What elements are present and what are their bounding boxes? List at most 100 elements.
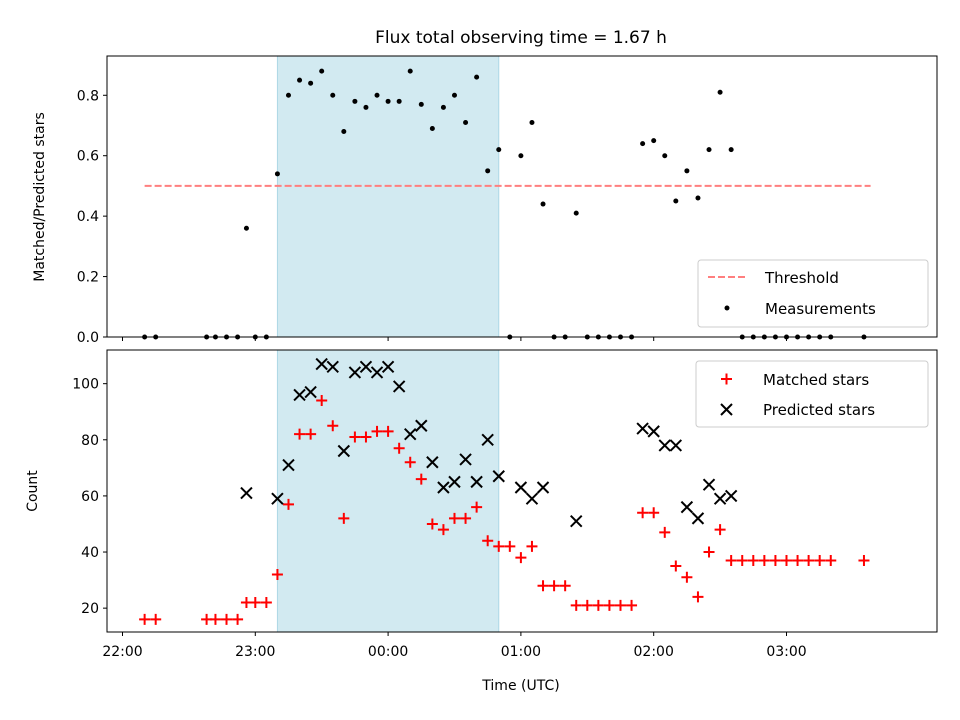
measurement-point xyxy=(429,126,435,132)
matched-star-point xyxy=(803,554,815,566)
matched-star-point xyxy=(626,599,638,611)
matched-star-point xyxy=(670,560,682,572)
matched-star-point xyxy=(349,431,361,443)
measurement-point xyxy=(385,98,391,104)
matched-star-point xyxy=(792,554,804,566)
matched-star-point xyxy=(249,597,261,609)
matched-star-point xyxy=(714,524,726,536)
measurement-point xyxy=(297,77,303,83)
measurement-point xyxy=(274,171,280,177)
measurement-point xyxy=(573,210,579,216)
measurement-point xyxy=(374,92,380,98)
predicted-star-point xyxy=(536,481,550,494)
bottom-panel: 20 40 60 80 100 22:00 23:00 00:00 01:00 02:00 03:… xyxy=(25,349,938,694)
predicted-star-point xyxy=(282,458,295,472)
bottom-legend: Matched stars Predicted stars xyxy=(695,360,929,428)
matched-star-point xyxy=(570,599,582,611)
predicted-star-point xyxy=(359,360,373,374)
top-axes-frame xyxy=(106,55,938,338)
predicted-star-point xyxy=(415,419,428,432)
matched-star-point xyxy=(209,613,221,625)
legend-predicted-label: Predicted stars xyxy=(763,401,875,419)
top-shaded-span xyxy=(276,55,500,338)
predicted-star-point xyxy=(481,433,494,446)
bottom-y-ticks: 20 40 60 80 100 xyxy=(72,377,107,617)
matched-star-point xyxy=(139,613,151,625)
matched-star-point xyxy=(747,554,759,566)
measurement-point xyxy=(352,98,358,104)
measurement-point xyxy=(496,147,502,153)
predicted-star-point xyxy=(348,366,362,379)
measurement-point xyxy=(285,92,291,98)
matched-star-point xyxy=(415,473,427,485)
predicted-star-point xyxy=(392,380,406,393)
predicted-star-point xyxy=(315,357,328,371)
top-y-tick-label: 0.0 xyxy=(77,330,99,346)
measurement-point xyxy=(728,147,734,153)
bottom-x-ticks: 22:00 23:00 00:00 01:00 02:00 03:00 xyxy=(102,632,807,660)
top-y-tick-label: 0.4 xyxy=(77,209,99,225)
predicted-star-point xyxy=(448,475,461,489)
matched-star-point xyxy=(294,428,306,440)
top-y-ticks: 0.0 0.2 0.4 0.6 0.8 xyxy=(77,88,107,346)
matched-star-point xyxy=(448,512,460,524)
matched-star-point xyxy=(404,456,416,468)
predicted-star-point xyxy=(669,439,683,452)
bottom-y-tick-label: 20 xyxy=(81,601,99,617)
measurement-point xyxy=(363,104,369,110)
matched-star-point xyxy=(581,599,593,611)
bottom-axes-frame xyxy=(106,349,938,633)
bottom-y-tick-label: 40 xyxy=(81,545,99,561)
matched-star-point xyxy=(758,554,770,566)
measurement-point xyxy=(717,89,723,95)
matched-star-point xyxy=(515,552,527,564)
predicted-star-point xyxy=(636,422,649,435)
bottom-y-axis-label: Count xyxy=(25,470,41,512)
matched-star-point xyxy=(648,507,660,519)
predicted-star-point xyxy=(459,453,472,466)
matched-star-point xyxy=(493,540,505,552)
predicted-star-point xyxy=(514,481,528,494)
top-data-points xyxy=(142,68,867,340)
measurement-point xyxy=(640,141,646,147)
predicted-star-point xyxy=(525,492,539,505)
matched-star-point xyxy=(603,599,615,611)
predicted-star-point xyxy=(381,360,395,374)
matched-star-point xyxy=(780,554,792,566)
predicted-star-point xyxy=(702,478,716,491)
matched-star-point xyxy=(814,554,826,566)
matched-star-point xyxy=(537,580,549,592)
matched-star-point xyxy=(482,535,494,547)
predicted-star-point xyxy=(404,427,417,441)
predicted-star-point xyxy=(492,470,505,483)
measurement-point xyxy=(308,80,314,86)
predicted-star-point xyxy=(337,444,351,458)
measurement-point xyxy=(662,153,668,159)
predicted-star-point xyxy=(326,360,339,374)
measurement-point xyxy=(695,195,701,201)
predicted-star-point xyxy=(724,489,738,503)
measurement-point xyxy=(529,119,535,125)
x-tick-label: 03:00 xyxy=(766,644,806,660)
top-panel: 0.00.20.40.60.8 Matched/Predicted stars … xyxy=(32,55,938,346)
legend-matched-label: Matched stars xyxy=(763,371,869,389)
matched-star-point xyxy=(232,613,244,625)
measurement-point xyxy=(440,104,446,110)
top-x-ticks xyxy=(121,337,787,341)
matched-star-point xyxy=(769,554,781,566)
matched-star-point xyxy=(150,613,162,625)
predicted-star-point xyxy=(713,492,727,505)
measurement-point xyxy=(243,225,249,231)
matched-star-point xyxy=(504,540,516,552)
matched-star-point xyxy=(703,546,715,558)
matched-star-point xyxy=(437,524,449,536)
predicted-star-point xyxy=(426,456,439,469)
measurement-point xyxy=(474,74,480,80)
matched-star-point xyxy=(271,568,283,580)
measurement-point xyxy=(706,147,712,153)
top-y-axis-label: Matched/Predicted stars xyxy=(32,112,48,282)
predicted-star-point xyxy=(240,486,253,500)
predicted-star-point xyxy=(271,492,284,505)
measurement-point xyxy=(396,98,402,104)
